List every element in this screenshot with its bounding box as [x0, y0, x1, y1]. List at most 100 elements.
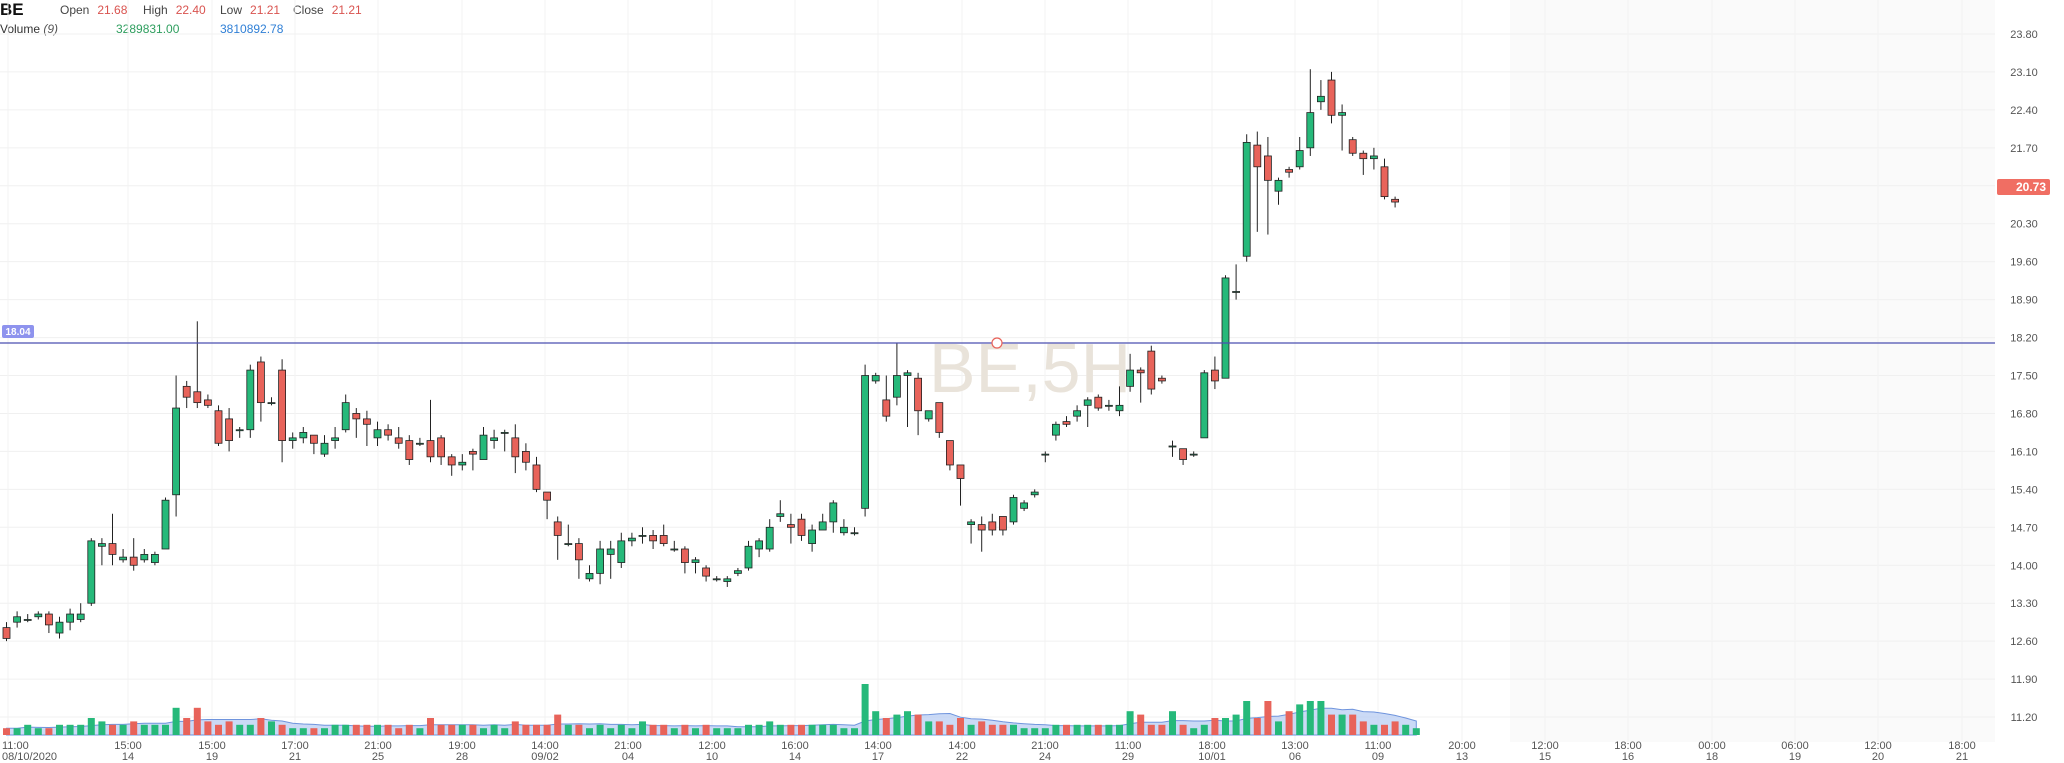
volume-indicator-label[interactable]: Volume (9) [0, 22, 58, 36]
volume-bar [1084, 724, 1092, 735]
candle-body [1306, 112, 1315, 149]
volume-bar [405, 724, 413, 735]
candle-body [500, 432, 509, 434]
candle-body [341, 402, 350, 431]
volume-bar [649, 724, 657, 735]
candle [829, 500, 838, 533]
high-label: High [143, 3, 168, 17]
candle [903, 370, 912, 428]
date-tick-label: 21 [289, 751, 301, 763]
volume-bar [723, 728, 731, 735]
volume-bar [3, 728, 10, 735]
candle [405, 435, 414, 465]
time-axis[interactable]: 11:0008/10/202015:001415:001917:002121:0… [2, 740, 1976, 763]
volume-bar [1063, 724, 1070, 735]
price-tick-label: 21.70 [2010, 143, 2038, 155]
candle [935, 402, 944, 438]
volume-bar [914, 714, 922, 735]
volume-bar [1275, 721, 1282, 735]
candle-body [87, 540, 96, 604]
volume-bar [522, 724, 530, 735]
candle [1020, 500, 1028, 512]
candle [45, 611, 53, 634]
candle-body [861, 375, 869, 509]
volume-bar [183, 718, 191, 735]
volume-bar [469, 724, 477, 735]
candle-body [511, 437, 520, 458]
candle [1380, 158, 1389, 200]
volume-bar [617, 724, 625, 735]
volume-bar [639, 721, 646, 735]
hline-anchor-handle[interactable] [991, 337, 1003, 349]
price-tick-label: 22.40 [2010, 105, 2038, 117]
low-readout: Low 21.21 [220, 3, 280, 17]
candle-body [150, 554, 159, 563]
candle [1041, 451, 1050, 463]
volume-bar [24, 724, 32, 735]
watermark: BE,5H [929, 329, 1131, 407]
candle-body [702, 567, 710, 577]
volume-bar [342, 724, 350, 735]
candle [606, 540, 615, 579]
candle [415, 437, 424, 446]
candle [320, 435, 329, 457]
horizontal-line[interactable]: 18.04 [0, 324, 1995, 349]
volume-bar [554, 714, 562, 735]
volume-bar [56, 724, 63, 735]
candle [797, 513, 806, 541]
candle-body [235, 429, 244, 432]
candle [946, 440, 954, 471]
candle-body [606, 548, 615, 555]
candle [628, 532, 636, 547]
volume-bar [543, 724, 551, 735]
candle-body [850, 532, 859, 535]
time-tick-label: 11:00 [1365, 740, 1392, 752]
symbol-label[interactable]: BE [0, 0, 24, 19]
volume-bar [119, 724, 127, 735]
time-tick-label: 13:00 [1281, 740, 1309, 752]
volume-bar [1391, 721, 1399, 735]
candle [532, 456, 541, 493]
candle [437, 435, 446, 465]
candle-body [1221, 277, 1230, 379]
candle-body [468, 451, 477, 455]
price-axis[interactable]: 23.8023.1022.4021.7021.0020.3019.6018.90… [2010, 29, 2038, 724]
volume-bar [1232, 714, 1240, 735]
candle [1391, 196, 1399, 208]
volume-bar [882, 718, 890, 735]
candle [87, 538, 96, 606]
time-tick-label: 12:00 [1864, 740, 1892, 752]
candle-body [34, 613, 43, 618]
candle [246, 364, 255, 438]
candle-body [691, 559, 700, 563]
volume-bar [872, 711, 880, 735]
candle-body [871, 375, 880, 382]
candle-body [924, 410, 933, 420]
candle-body [1295, 150, 1304, 168]
volume-bar [692, 728, 699, 735]
volume-bar [289, 728, 297, 735]
candle-body [1115, 404, 1124, 412]
date-tick-label: 20 [1872, 751, 1884, 763]
volume-bar [162, 724, 169, 735]
candle-body [1083, 399, 1092, 406]
candle-body [1094, 396, 1103, 409]
candle [1168, 440, 1177, 457]
candle-body [256, 361, 265, 404]
candle [309, 434, 318, 455]
price-tick-label: 19.60 [2010, 257, 2038, 269]
candle [331, 427, 340, 449]
candle [850, 527, 859, 536]
price-tick-label: 18.90 [2010, 295, 2038, 307]
volume-bar [533, 724, 540, 735]
volume-bar [1264, 701, 1272, 735]
volume-bar [1338, 714, 1346, 735]
volume-bar [1328, 714, 1335, 735]
candle [2, 622, 11, 642]
candle-body [1232, 291, 1240, 293]
candle [362, 410, 371, 446]
date-tick-label: 28 [456, 751, 468, 763]
time-tick-label: 11:00 [1115, 740, 1142, 752]
volume-bar [321, 728, 328, 735]
